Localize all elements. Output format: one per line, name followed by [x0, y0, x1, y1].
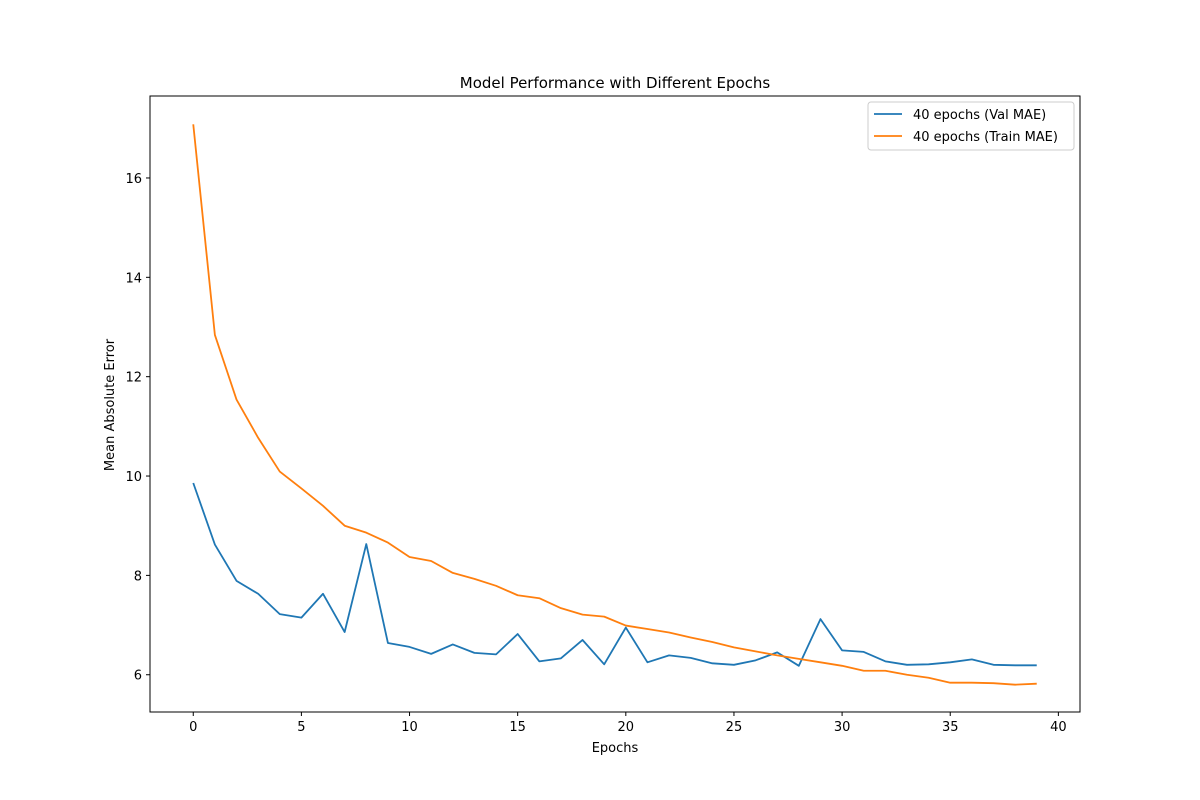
y-tick-label: 12	[125, 371, 142, 386]
legend-label: 40 epochs (Train MAE)	[913, 130, 1058, 145]
x-tick-label: 5	[297, 720, 305, 735]
x-tick-label: 0	[189, 720, 197, 735]
y-axis-label: Mean Absolute Error	[103, 338, 118, 471]
x-tick-label: 30	[834, 720, 851, 735]
x-axis-label: Epochs	[592, 741, 639, 756]
x-tick-label: 40	[1050, 720, 1067, 735]
chart-title: Model Performance with Different Epochs	[460, 74, 771, 92]
y-tick-label: 8	[134, 569, 142, 584]
y-tick-label: 6	[134, 669, 142, 684]
series-line-train-mae	[192, 124, 1037, 686]
series-line-val-mae	[192, 482, 1037, 667]
x-tick-label: 20	[618, 720, 635, 735]
legend-box	[867, 101, 1075, 151]
legend: 40 epochs (Val MAE) 40 epochs (Train MAE)	[867, 101, 1075, 151]
y-tick-label: 14	[125, 271, 142, 286]
y-tick-label: 16	[125, 172, 142, 187]
x-tick-label: 25	[726, 720, 743, 735]
x-tick-label: 15	[509, 720, 526, 735]
x-axis: 0 5 10 15 20 25 30 35 40	[189, 712, 1067, 735]
x-tick-label: 10	[401, 720, 418, 735]
legend-label: 40 epochs (Val MAE)	[913, 108, 1046, 123]
x-tick-label: 35	[942, 720, 959, 735]
plot-frame	[149, 95, 1081, 713]
plot-area	[149, 95, 1081, 713]
y-tick-label: 10	[125, 470, 142, 485]
y-axis: 6 8 10 12 14 16	[125, 172, 150, 684]
